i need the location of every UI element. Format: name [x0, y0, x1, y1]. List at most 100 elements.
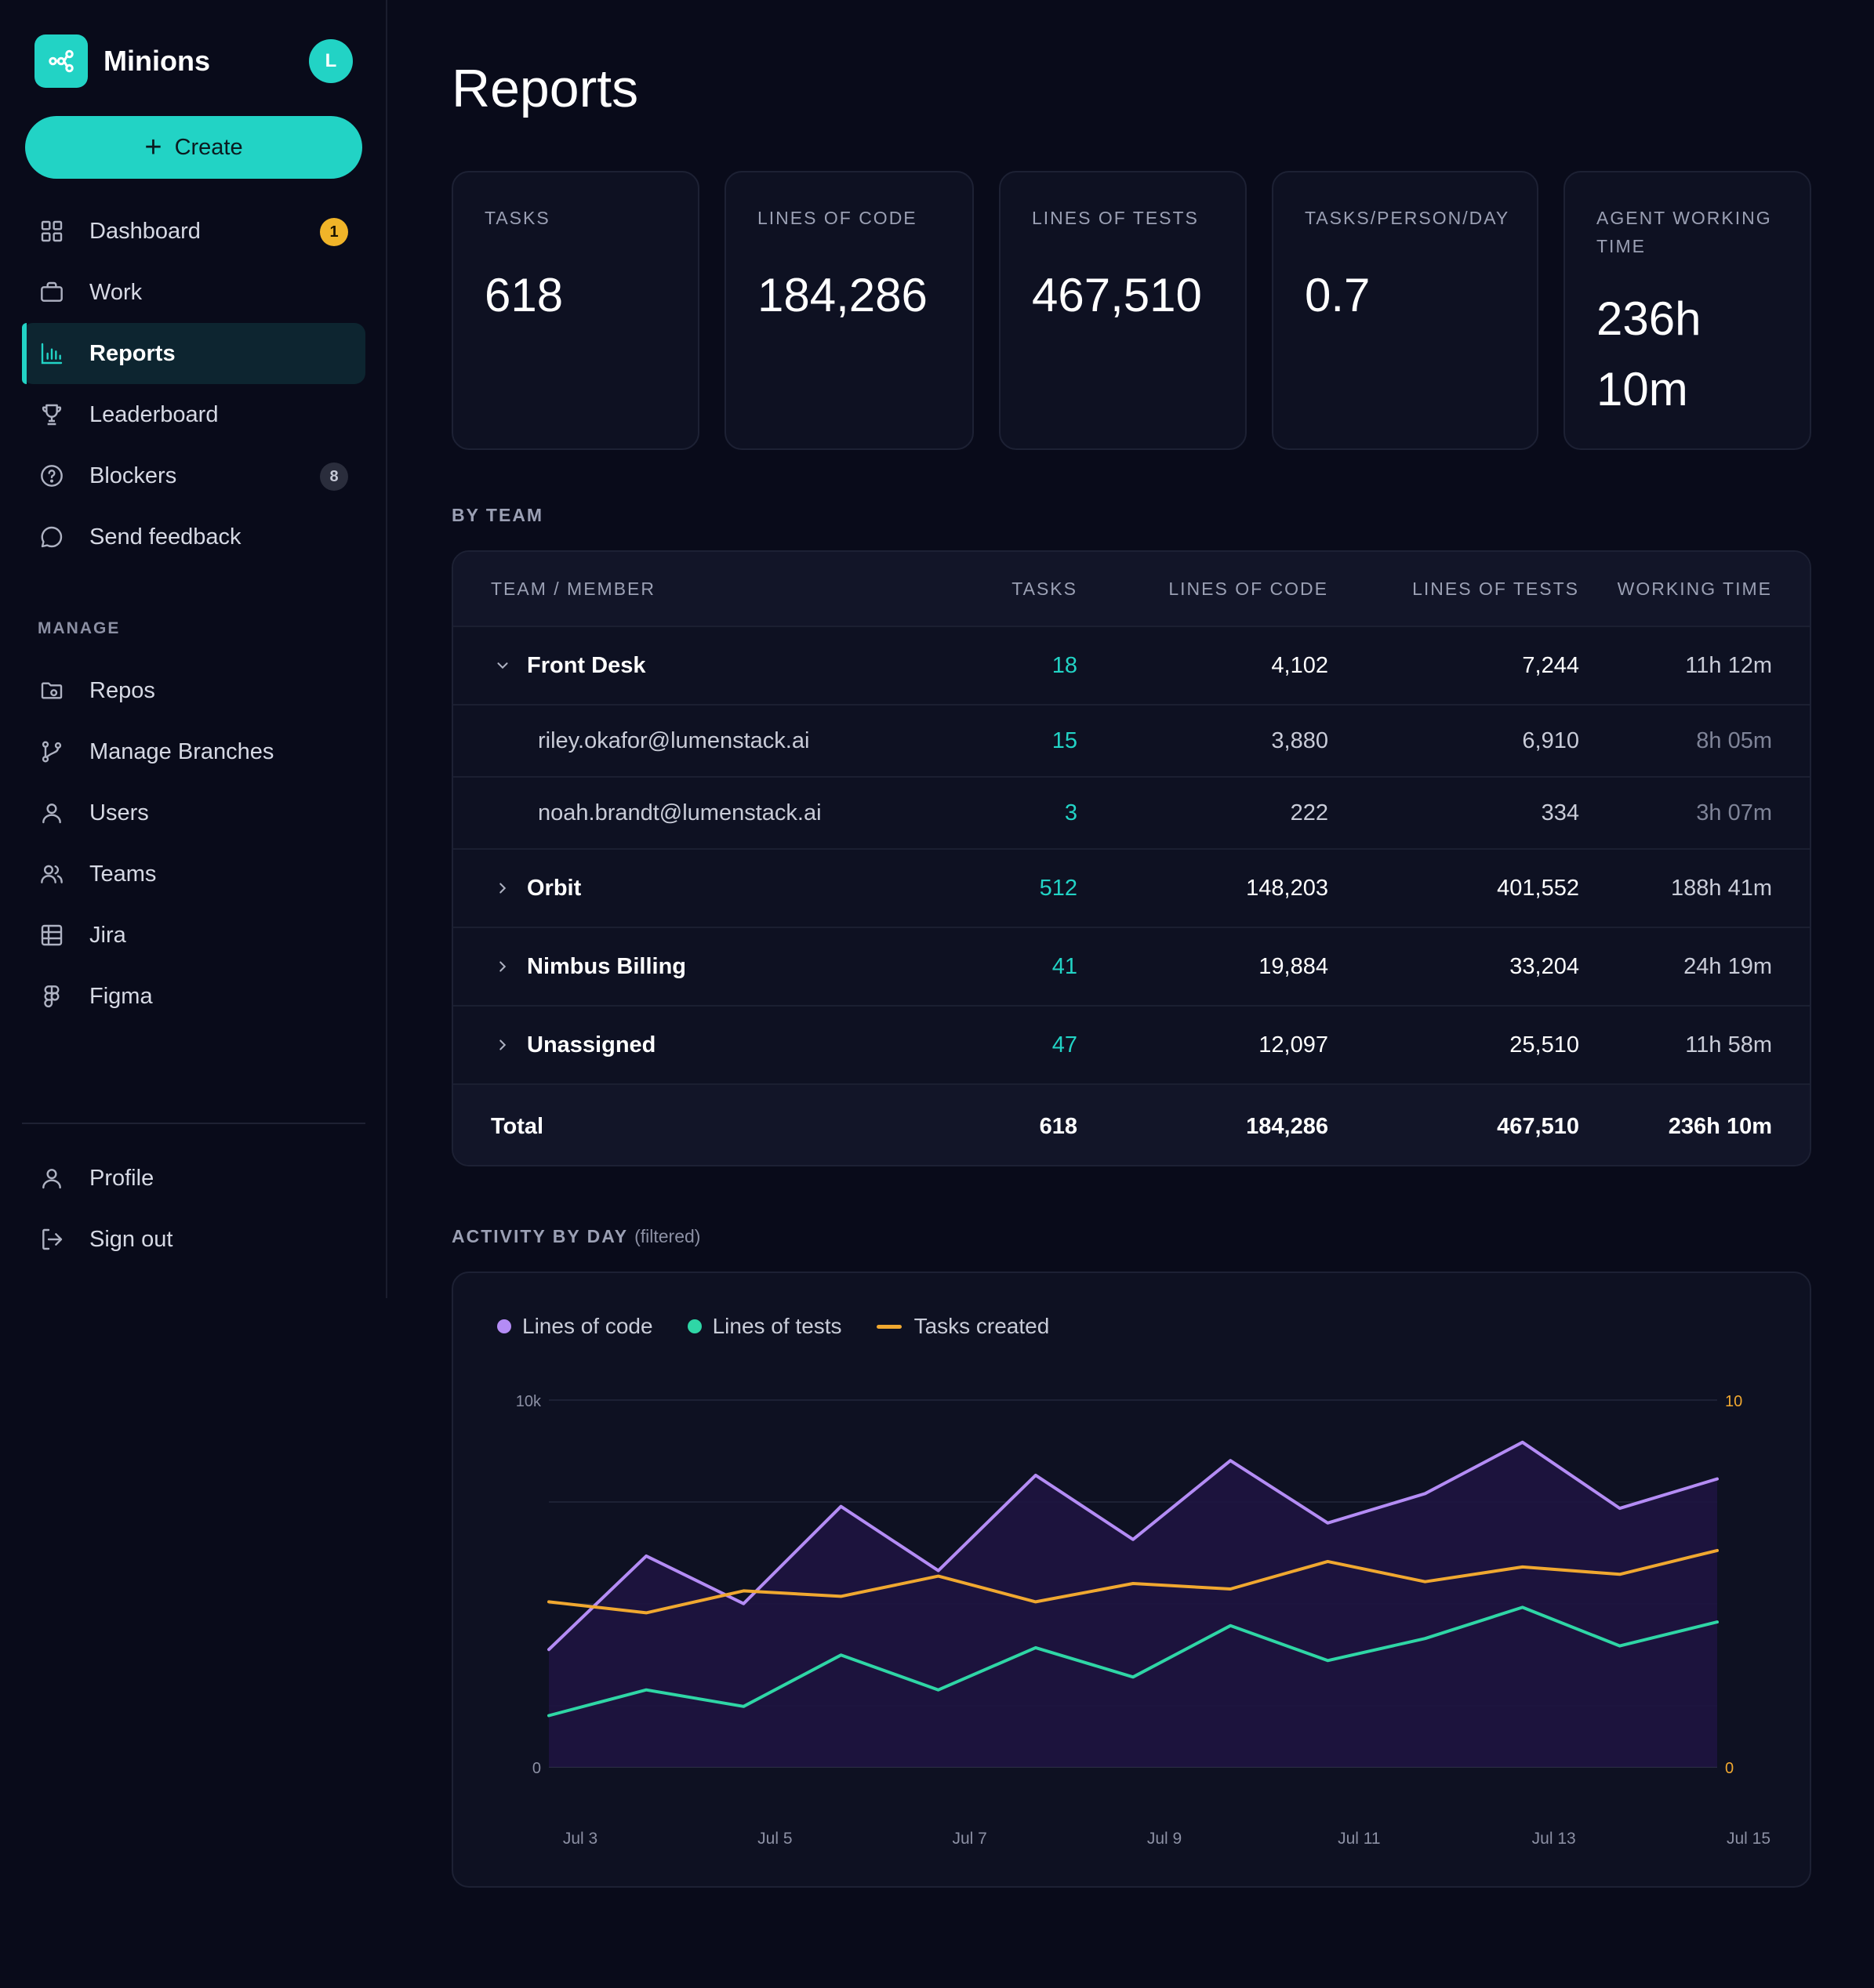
lot-value: 467,510 [1497, 1113, 1579, 1139]
chart-legend: Lines of code Lines of tests Tasks creat… [497, 1314, 1084, 1339]
chevron-right-icon[interactable] [491, 958, 514, 975]
x-tick-label: Jul 9 [1147, 1830, 1182, 1848]
legend-item-tasks-created[interactable]: Tasks created [876, 1314, 1049, 1339]
stat-value: 236h 10m [1596, 292, 1701, 415]
minions-logo-icon [35, 34, 88, 88]
stat-label: LINES OF CODE [757, 208, 917, 228]
page-title: Reports [452, 59, 639, 118]
legend-item-lines-of-tests[interactable]: Lines of tests [687, 1314, 842, 1339]
sidebar-item-jira[interactable]: Jira [22, 905, 365, 966]
sidebar-item-label: Figma [89, 983, 153, 1009]
avatar[interactable]: L [309, 39, 353, 83]
time-value: 236h 10m [1668, 1113, 1772, 1139]
count-badge: 8 [320, 463, 348, 491]
sidebar-item-label: Work [89, 279, 143, 305]
series-line-lines-of-tests [547, 1605, 1719, 1718]
table-row-total: Total 618 184,286 467,510 236h 10m [453, 1085, 1810, 1165]
primary-nav: Dashboard 1 Work Reports Leaderboard [22, 201, 365, 568]
plus-icon: + [144, 131, 162, 164]
stat-label: LINES OF TESTS [1032, 208, 1199, 228]
column-header-tasks[interactable]: TASKS [1011, 578, 1077, 599]
column-header-team[interactable]: TEAM / MEMBER [491, 578, 656, 599]
team-name-label: Orbit [527, 875, 582, 901]
team-name-label: Unassigned [527, 1032, 656, 1057]
legend-swatch [497, 1319, 511, 1333]
create-button-label: Create [174, 134, 243, 160]
legend-item-lines-of-code[interactable]: Lines of code [497, 1314, 653, 1339]
time-value: 3h 07m [1696, 800, 1772, 825]
manage-nav: Repos Manage Branches Users Teams [22, 660, 365, 1027]
bar-chart-icon [38, 339, 66, 368]
lot-value: 401,552 [1497, 875, 1579, 901]
sidebar-item-label: Reports [89, 340, 176, 366]
team-table: TEAM / MEMBER TASKS LINES OF CODE LINES … [452, 550, 1811, 1166]
legend-swatch [687, 1319, 702, 1333]
stat-label: TASKS [485, 208, 550, 228]
time-value: 11h 58m [1685, 1032, 1772, 1057]
table-row-team-nimbus-billing[interactable]: Nimbus Billing 41 19,884 33,204 24h 19m [453, 928, 1810, 1007]
table-header: TEAM / MEMBER TASKS LINES OF CODE LINES … [453, 552, 1810, 627]
loc-value: 19,884 [1258, 953, 1328, 979]
sidebar-item-teams[interactable]: Teams [22, 843, 365, 905]
sidebar-item-label: Manage Branches [89, 738, 274, 764]
sidebar-item-profile[interactable]: Profile [22, 1148, 365, 1209]
table-row-team-orbit[interactable]: Orbit 512 148,203 401,552 188h 41m [453, 850, 1810, 928]
chevron-down-icon[interactable] [491, 657, 514, 674]
member-email: riley.okafor@lumenstack.ai [538, 727, 810, 753]
user-icon [38, 1164, 66, 1192]
y-right-tick-label: 0 [1725, 1760, 1734, 1777]
users-icon [38, 860, 66, 888]
column-header-working-time[interactable]: WORKING TIME [1617, 578, 1772, 599]
user-icon [38, 799, 66, 827]
chevron-right-icon[interactable] [491, 880, 514, 897]
sidebar-item-repos[interactable]: Repos [22, 660, 365, 721]
table-row-team-front-desk[interactable]: Front Desk 18 4,102 7,244 11h 12m [453, 627, 1810, 706]
figma-icon [38, 982, 66, 1010]
team-name: Nimbus Billing [491, 928, 686, 1005]
team-name: Front Desk [491, 627, 645, 704]
activity-chart: Lines of code Lines of tests Tasks creat… [452, 1272, 1811, 1888]
sidebar-item-reports[interactable]: Reports [22, 323, 365, 384]
git-branch-icon [38, 738, 66, 766]
sidebar-item-label: Repos [89, 677, 155, 703]
sidebar-item-send-feedback[interactable]: Send feedback [22, 506, 365, 568]
lot-value: 7,244 [1522, 652, 1579, 678]
stat-value: 467,510 [1032, 269, 1202, 321]
sidebar-item-dashboard[interactable]: Dashboard 1 [22, 201, 365, 262]
table-row-member: noah.brandt@lumenstack.ai 3 222 334 3h 0… [453, 778, 1810, 850]
sidebar-item-sign-out[interactable]: Sign out [22, 1209, 365, 1270]
column-header-lines-of-tests[interactable]: LINES OF TESTS [1412, 578, 1579, 599]
notification-badge: 1 [320, 218, 348, 246]
sidebar-item-blockers[interactable]: Blockers 8 [22, 445, 365, 506]
time-value: 11h 12m [1685, 652, 1772, 678]
sidebar-item-work[interactable]: Work [22, 262, 365, 323]
y-right-tick-label: 10 [1725, 1393, 1742, 1410]
stat-value: 618 [485, 269, 564, 321]
by-team-title: BY TEAM [452, 505, 544, 525]
brand[interactable]: Minions [35, 34, 210, 88]
loc-value: 3,880 [1271, 727, 1328, 753]
loc-value: 184,286 [1246, 1113, 1328, 1139]
app-name: Minions [104, 45, 210, 77]
legend-swatch [876, 1324, 902, 1329]
stat-card-tasks: TASKS 618 [452, 171, 699, 450]
activity-title: ACTIVITY BY DAY (filtered) [452, 1226, 700, 1247]
sidebar-item-leaderboard[interactable]: Leaderboard [22, 384, 365, 445]
activity-title-label: ACTIVITY BY DAY [452, 1226, 628, 1246]
sidebar-item-manage-branches[interactable]: Manage Branches [22, 721, 365, 782]
lot-value: 334 [1541, 800, 1579, 825]
message-icon [38, 523, 66, 551]
column-header-lines-of-code[interactable]: LINES OF CODE [1168, 578, 1328, 599]
x-tick-label: Jul 11 [1338, 1830, 1380, 1848]
create-button[interactable]: + Create [25, 116, 362, 179]
grid-icon [38, 217, 66, 245]
x-tick-label: Jul 5 [757, 1830, 792, 1848]
sidebar-item-figma[interactable]: Figma [22, 966, 365, 1027]
chevron-right-icon[interactable] [491, 1036, 514, 1054]
loc-value: 148,203 [1246, 875, 1328, 901]
table-row-team-unassigned[interactable]: Unassigned 47 12,097 25,510 11h 58m [453, 1007, 1810, 1085]
x-tick-label: Jul 13 [1532, 1830, 1576, 1848]
x-tick-label: Jul 3 [563, 1830, 597, 1848]
sidebar-item-users[interactable]: Users [22, 782, 365, 843]
sidebar-item-label: Dashboard [89, 218, 201, 244]
